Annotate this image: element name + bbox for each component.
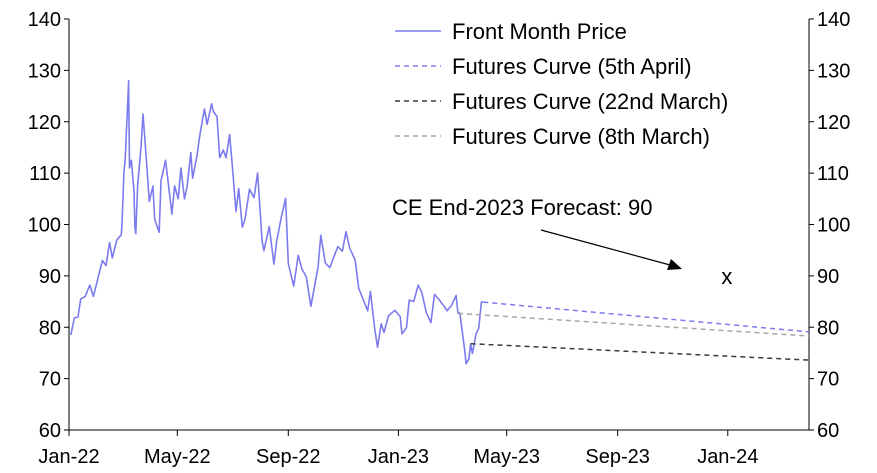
x-tick-label: May-23 [473,446,540,468]
legend-label-futures-curve-8th-march: Futures Curve (8th March) [452,124,710,149]
forecast-annotation: CE End-2023 Forecast: 90 x [392,195,732,289]
y-tick-label-left: 100 [28,215,61,237]
y-tick-label-right: 100 [817,215,850,237]
plot-area [70,79,810,365]
y-tick-label-left: 80 [39,317,61,339]
axes: 60 70 80 90 100 110 120 130 140 60 70 80 90 100 110 120… [28,9,851,468]
forecast-arrow-line [540,229,671,266]
y-tick-label-right: 120 [817,112,850,134]
y-tick-label-right: 140 [817,9,850,31]
x-tick-label: Sep-22 [256,446,321,468]
legend-label-futures-curve-22nd-march: Futures Curve (22nd March) [452,89,728,114]
y-tick-label-right: 90 [817,266,839,288]
y-tick-label-left: 70 [39,369,61,391]
y-tick-label-left: 130 [28,60,61,82]
y-tick-label-left: 90 [39,266,61,288]
y-tick-label-left: 120 [28,112,61,134]
y-tick-label-right: 110 [817,163,849,185]
series-futures-curve-22nd-march [470,342,810,361]
y-tick-label-right: 60 [817,420,839,442]
x-tick-label: Sep-23 [585,446,650,468]
series-futures-curve-8th-march [457,312,810,337]
legend-label-futures-curve-5th-april: Futures Curve (5th April) [452,54,692,79]
forecast-marker: x [721,264,732,289]
y-tick-label-right: 80 [817,317,839,339]
x-tick-label: May-22 [144,446,211,468]
legend-label-front-month-price: Front Month Price [452,19,627,44]
y-tick-label-left: 110 [29,163,61,185]
y-tick-label-right: 70 [817,369,839,391]
legend: Front Month Price Futures Curve (5th Apri… [395,19,728,149]
x-tick-label: Jan-23 [368,446,429,468]
forecast-arrowhead [667,259,682,270]
y-tick-label-left: 60 [39,420,61,442]
forecast-label: CE End-2023 Forecast: 90 [392,195,652,220]
y-tick-label-right: 130 [817,60,850,82]
x-tick-label: Jan-24 [697,446,758,468]
y-tick-label-left: 140 [28,9,61,31]
series-front-month-price [70,79,484,365]
x-tick-label: Jan-22 [38,446,99,468]
series-futures-curve-5th-april [483,301,810,333]
